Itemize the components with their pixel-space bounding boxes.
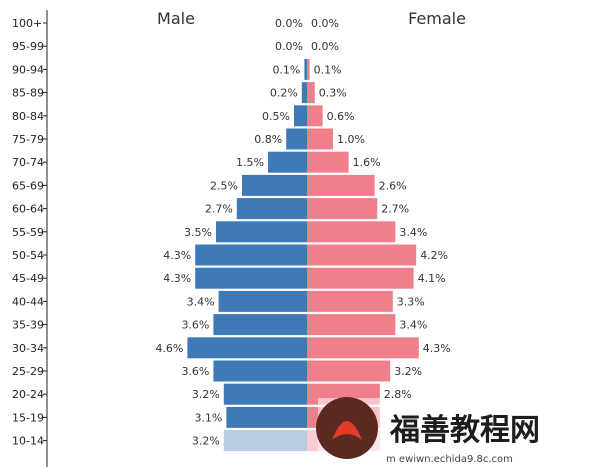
female-value-label: 2.6% <box>379 179 407 192</box>
age-group-label: 10-14 <box>12 435 44 448</box>
female-value-label: 1.0% <box>337 133 365 146</box>
female-bar <box>307 105 323 127</box>
male-bar <box>195 244 307 266</box>
female-value-label: 2.8% <box>384 388 412 401</box>
male-value-label: 3.5% <box>184 226 212 239</box>
age-group-label: 55-59 <box>12 226 44 239</box>
age-group-label: 65-69 <box>12 179 44 192</box>
bars-group: 100+ 0.0% 0.0% 95-99 0.0% 0.0% 90-94 0.1% 0.1% 85… <box>12 17 451 452</box>
male-value-label: 4.6% <box>155 342 183 355</box>
female-value-label: 4.2% <box>420 249 448 262</box>
female-bar <box>307 290 393 312</box>
female-bar <box>307 82 315 104</box>
watermark-logo: 福善教程网 m ewiwn.echida9.8c.com <box>316 397 600 467</box>
female-bar <box>307 314 396 336</box>
female-value-label: 0.3% <box>319 87 347 100</box>
female-bar <box>307 244 417 266</box>
female-bar <box>307 198 378 220</box>
male-value-label: 4.3% <box>163 272 191 285</box>
female-bar <box>307 58 310 80</box>
male-bar <box>213 314 307 336</box>
male-value-label: 1.5% <box>236 156 264 169</box>
watermark-leaf <box>332 421 362 440</box>
female-value-label: 4.1% <box>418 272 446 285</box>
age-group-label: 25-29 <box>12 365 44 378</box>
age-group-label: 45-49 <box>12 272 44 285</box>
male-bar <box>236 198 307 220</box>
female-value-label: 0.1% <box>314 63 342 76</box>
age-group-label: 70-74 <box>12 156 44 169</box>
age-group-label: 60-64 <box>12 203 44 216</box>
age-group-label: 30-34 <box>12 342 44 355</box>
female-value-label: 4.3% <box>423 342 451 355</box>
male-value-label: 0.2% <box>270 87 298 100</box>
age-group-label: 40-44 <box>12 295 44 308</box>
female-bar <box>307 221 396 243</box>
male-value-label: 3.4% <box>187 295 215 308</box>
female-value-label: 0.0% <box>311 40 339 53</box>
female-value-label: 3.2% <box>394 365 422 378</box>
female-value-label: 2.7% <box>381 203 409 216</box>
male-value-label: 2.5% <box>210 179 238 192</box>
male-bar <box>187 337 307 359</box>
male-bar <box>223 430 307 452</box>
watermark-mark: 福善教程网 <box>389 413 540 448</box>
female-bar <box>307 267 414 289</box>
age-group-label: 50-54 <box>12 249 44 262</box>
female-bar <box>307 151 349 173</box>
age-group-label: 80-84 <box>12 110 44 123</box>
age-group-label: 90-94 <box>12 63 44 76</box>
male-value-label: 0.0% <box>275 40 303 53</box>
female-bar <box>307 174 375 196</box>
male-value-label: 0.1% <box>272 63 300 76</box>
male-title: Male <box>157 9 195 28</box>
female-bar <box>307 128 333 150</box>
female-title: Female <box>408 9 466 28</box>
male-value-label: 3.1% <box>194 411 222 424</box>
age-group-label: 85-89 <box>12 87 44 100</box>
male-bar <box>223 383 307 405</box>
female-value-label: 3.3% <box>397 295 425 308</box>
male-value-label: 0.0% <box>275 17 303 30</box>
age-group-label: 35-39 <box>12 319 44 332</box>
female-value-label: 0.0% <box>311 17 339 30</box>
female-value-label: 0.6% <box>327 110 355 123</box>
male-bar <box>294 105 307 127</box>
age-group-label: 15-19 <box>12 411 44 424</box>
male-bar <box>304 58 307 80</box>
female-bar <box>307 360 391 382</box>
male-bar <box>226 406 307 428</box>
male-bar <box>195 267 307 289</box>
male-value-label: 3.6% <box>181 319 209 332</box>
male-bar <box>301 82 307 104</box>
male-bar <box>242 174 307 196</box>
age-group-label: 100+ <box>12 17 42 30</box>
male-value-label: 3.6% <box>181 365 209 378</box>
male-bar <box>216 221 307 243</box>
female-value-label: 1.6% <box>353 156 381 169</box>
male-bar <box>218 290 307 312</box>
age-group-label: 75-79 <box>12 133 44 146</box>
male-value-label: 3.2% <box>192 435 220 448</box>
female-bar <box>307 337 419 359</box>
male-value-label: 4.3% <box>163 249 191 262</box>
male-value-label: 0.5% <box>262 110 290 123</box>
female-value-label: 3.4% <box>399 319 427 332</box>
age-group-label: 95-99 <box>12 40 44 53</box>
male-value-label: 2.7% <box>205 203 233 216</box>
age-group-label: 20-24 <box>12 388 44 401</box>
male-value-label: 0.8% <box>254 133 282 146</box>
female-value-label: 3.4% <box>399 226 427 239</box>
male-bar <box>213 360 307 382</box>
male-bar <box>268 151 307 173</box>
watermark-text: m ewiwn.echida9.8c.com <box>386 454 513 465</box>
male-value-label: 3.2% <box>192 388 220 401</box>
male-bar <box>286 128 307 150</box>
